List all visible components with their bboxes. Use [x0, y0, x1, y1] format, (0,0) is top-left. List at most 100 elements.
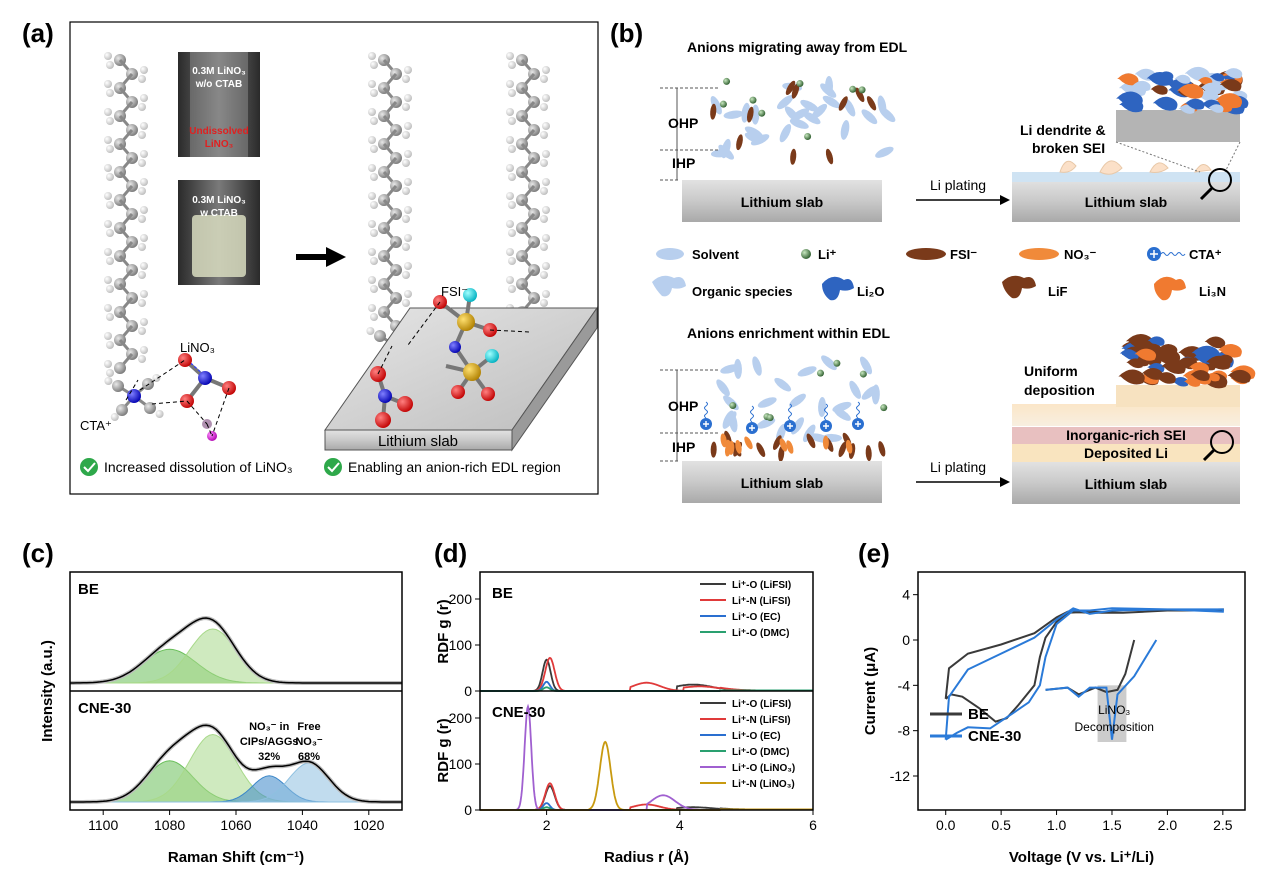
solvent-molecule [797, 366, 817, 377]
x-tick-label: 0.0 [936, 817, 956, 833]
solvent-molecule [757, 397, 777, 408]
bottom-layers: OHP IHP Lithium slab [660, 369, 882, 503]
check-icon [324, 458, 342, 476]
legend-entry: Li⁺-O (EC) [732, 731, 781, 742]
solvent-molecule [723, 110, 744, 119]
sei-species [1215, 93, 1243, 109]
sei-species [1204, 336, 1226, 349]
li-ion-legend-icon [801, 249, 811, 259]
check-text-2: Enabling an anion-rich EDL region [348, 459, 561, 475]
vial1-line2: w/o CTAB [195, 79, 242, 90]
lithium-slab-bottom-left [682, 461, 882, 503]
solvent-molecule [720, 364, 740, 374]
fsi-anion [756, 442, 766, 458]
legend-entry: Li⁺-N (LiFSI) [732, 715, 791, 726]
sei-species [1152, 96, 1178, 111]
solvent-molecule [849, 380, 862, 399]
fsi-anion [785, 80, 796, 95]
x-tick-label: 2 [543, 817, 551, 833]
legend-entry: CNE-30 [968, 728, 1021, 745]
x-tick-label: 1100 [88, 817, 118, 833]
legend-entry: Li⁺-O (LiFSI) [732, 580, 791, 591]
y-tick-label: 0 [902, 632, 910, 648]
sei-species [1134, 348, 1157, 361]
x-tick-label: 1.0 [1047, 817, 1067, 833]
li-ion [719, 100, 727, 108]
solvent-molecule [833, 407, 851, 421]
fsi-anion [865, 445, 872, 462]
no3-legend-icon [1019, 248, 1059, 260]
solvent-molecule [784, 106, 800, 123]
li-ion [729, 402, 737, 410]
solvent-molecule [875, 146, 894, 158]
slab-label-b1: Lithium slab [741, 194, 823, 210]
li-ion [816, 369, 824, 377]
solvent-molecule [820, 83, 837, 98]
li-ion [849, 85, 857, 93]
sei-species [1184, 98, 1205, 110]
fit-peak [70, 628, 402, 684]
solvent-molecule [818, 396, 827, 417]
li-ion [758, 109, 766, 117]
y-axis-label: Intensity (a.u.) [39, 640, 56, 742]
plating-label-top: Li plating [930, 177, 986, 193]
legend-no3: NO₃⁻ [1064, 247, 1097, 262]
slab-label-b3: Lithium slab [741, 475, 823, 491]
y-tick-label: 200 [449, 710, 473, 726]
sei-species [1118, 369, 1145, 385]
li3n-legend-icon [1154, 276, 1186, 301]
sei-species [1177, 83, 1204, 99]
panel-e-letter: (e) [858, 538, 890, 568]
legend-cta: CTA⁺ [1189, 247, 1222, 262]
x-tick-label: 1060 [220, 817, 251, 833]
li-ion [723, 77, 731, 85]
solvent-molecule [821, 355, 837, 371]
magnifier-icon [1210, 430, 1234, 454]
x-tick-label: 1040 [287, 817, 318, 833]
check-text-1: Increased dissolution of LiNO₃ [104, 459, 293, 475]
sei-species [1219, 79, 1242, 92]
solvent-molecule [718, 144, 734, 160]
check-item-1: Increased dissolution of LiNO₃ [80, 458, 293, 476]
label-fsi: FSI⁻ [441, 284, 468, 299]
dendrite-line2: broken SEI [1032, 140, 1105, 156]
legend-entry: Li⁺-O (DMC) [732, 628, 790, 639]
magnifier-icon [1208, 168, 1232, 192]
solvent-molecule [710, 96, 722, 115]
sei-species [1119, 98, 1144, 113]
li-ion [880, 404, 888, 412]
li-ion [858, 86, 866, 94]
panel-a: (a) 0.3M LiNO₃ w/o CTAB Undissolved LiNO… [22, 18, 599, 495]
x-tick-label: 1.5 [1102, 817, 1122, 833]
sei-species [1117, 73, 1139, 86]
lithium-slab-top-left [682, 180, 882, 222]
solvent-molecule [877, 95, 887, 116]
sei-species [1209, 73, 1225, 82]
y-tick-label: -12 [890, 768, 910, 784]
li-ion [859, 370, 867, 378]
solvent-molecule [728, 412, 738, 433]
sei-species [1205, 355, 1231, 370]
sei-species [1217, 344, 1242, 358]
peak-annotation: NO₃⁻ [295, 736, 323, 748]
li-ion [749, 96, 757, 104]
solvent-molecule [800, 99, 819, 112]
no3-anion [822, 435, 829, 450]
check-icon [80, 458, 98, 476]
x-tick-label: 1080 [154, 817, 185, 833]
be-cv-curve [944, 608, 1224, 723]
legend-lif: LiF [1048, 284, 1068, 299]
fit-peak [70, 733, 402, 803]
subplot-label: CNE-30 [492, 704, 545, 721]
vial2-line1: 0.3M LiNO₃ [192, 195, 246, 206]
solvent-molecule [779, 123, 792, 143]
no3-anion [735, 439, 742, 454]
no3-anion [779, 438, 788, 452]
sei-species [1227, 369, 1251, 384]
sei-label: Inorganic-rich SEI [1066, 427, 1186, 443]
x-tick-label: 0.5 [991, 817, 1011, 833]
fsi-anion [710, 441, 717, 458]
sei-species [1174, 74, 1191, 84]
top-title: Anions migrating away from EDL [687, 39, 908, 55]
solvent-molecule [776, 95, 794, 110]
